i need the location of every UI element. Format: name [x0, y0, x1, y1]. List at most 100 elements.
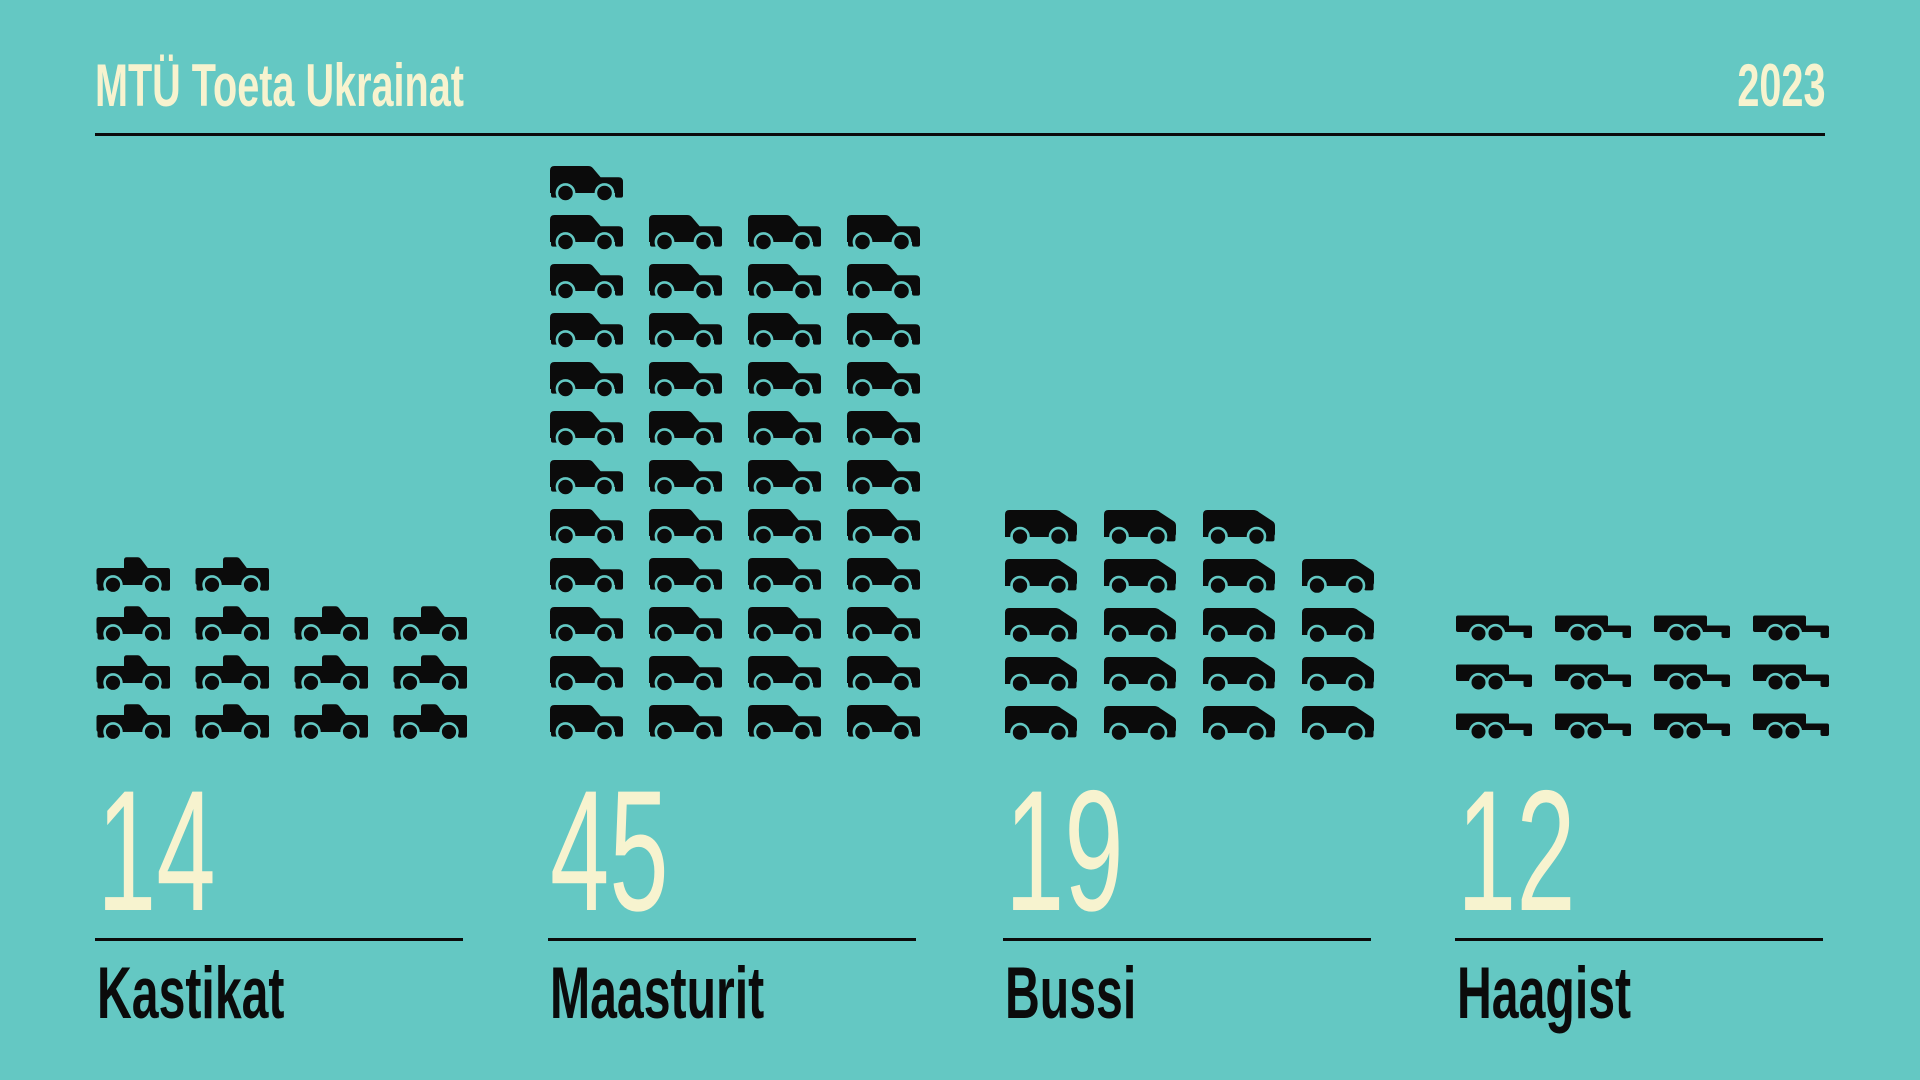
van-icon	[1201, 555, 1279, 595]
category-label: Haagist	[1457, 957, 1721, 1030]
suv-icon	[647, 261, 725, 301]
pictogram-row	[548, 693, 923, 742]
van-icon	[1003, 555, 1081, 595]
suv-icon	[845, 212, 923, 252]
pictogram-row	[548, 497, 923, 546]
pickup-truck-icon	[194, 604, 272, 644]
van-icon	[1003, 702, 1081, 742]
pickup-truck-icon	[293, 604, 371, 644]
pictogram-row	[1003, 693, 1378, 742]
suv-icon	[548, 261, 626, 301]
pictogram-row	[548, 252, 923, 301]
suv-icon	[746, 408, 824, 448]
suv-icon	[845, 604, 923, 644]
pictogram-row	[548, 203, 923, 252]
suv-icon	[845, 359, 923, 399]
suv-icon	[647, 457, 725, 497]
suv-icon	[845, 408, 923, 448]
suv-icon	[746, 261, 824, 301]
trailer-icon	[1752, 712, 1830, 742]
suv-icon	[548, 702, 626, 742]
suv-icon	[845, 457, 923, 497]
suv-icon	[548, 163, 626, 203]
suv-icon	[548, 555, 626, 595]
category-column-maasturit: 45 Maasturit	[548, 0, 920, 1080]
trailer-icon	[1455, 712, 1533, 742]
suv-icon	[647, 310, 725, 350]
pictogram-row	[548, 448, 923, 497]
category-count-text: 45	[550, 755, 669, 947]
suv-icon	[845, 506, 923, 546]
trailer-icon	[1554, 712, 1632, 742]
van-icon	[1300, 702, 1378, 742]
trailer-icon	[1455, 614, 1533, 644]
van-icon	[1300, 555, 1378, 595]
category-label: Bussi	[1005, 957, 1204, 1030]
suv-icon	[548, 212, 626, 252]
trailer-icon	[1554, 663, 1632, 693]
suv-icon	[647, 702, 725, 742]
pickup-truck-icon	[95, 555, 173, 595]
pickup-truck-icon	[95, 702, 173, 742]
pictogram-row	[548, 154, 626, 203]
suv-icon	[845, 555, 923, 595]
suv-icon	[746, 310, 824, 350]
suv-icon	[746, 604, 824, 644]
van-icon	[1003, 506, 1081, 546]
suv-icon	[746, 506, 824, 546]
suv-icon	[845, 261, 923, 301]
pictogram-row	[1455, 644, 1830, 693]
category-label-text: Kastikat	[97, 953, 285, 1034]
category-underline	[548, 938, 916, 941]
category-label-text: Bussi	[1005, 953, 1137, 1034]
pictogram-row	[548, 546, 923, 595]
suv-icon	[548, 310, 626, 350]
suv-icon	[548, 506, 626, 546]
suv-icon	[548, 457, 626, 497]
van-icon	[1102, 702, 1180, 742]
pictogram-row	[95, 644, 470, 693]
suv-icon	[746, 702, 824, 742]
van-icon	[1201, 506, 1279, 546]
category-label-text: Haagist	[1457, 953, 1632, 1034]
suv-icon	[746, 457, 824, 497]
trailer-icon	[1653, 614, 1731, 644]
pictogram-row	[1455, 693, 1830, 742]
suv-icon	[845, 310, 923, 350]
pictogram-row	[95, 693, 470, 742]
van-icon	[1003, 604, 1081, 644]
pictogram-row	[1455, 595, 1830, 644]
category-count-text: 12	[1457, 755, 1576, 947]
page-title: MTÜ Toeta Ukrainat	[95, 56, 654, 116]
pictogram-row	[1003, 546, 1378, 595]
category-label: Kastikat	[97, 957, 381, 1030]
trailer-icon	[1752, 663, 1830, 693]
category-underline	[1455, 938, 1823, 941]
trailer-icon	[1653, 663, 1731, 693]
category-column-haagist: 12 Haagist	[1455, 0, 1827, 1080]
pickup-truck-icon	[392, 604, 470, 644]
van-icon	[1300, 604, 1378, 644]
suv-icon	[647, 212, 725, 252]
year-badge: 2023	[1692, 56, 1825, 116]
pictogram-row	[95, 546, 272, 595]
suv-icon	[647, 506, 725, 546]
pickup-truck-icon	[95, 653, 173, 693]
van-icon	[1102, 604, 1180, 644]
pickup-truck-icon	[194, 555, 272, 595]
suv-icon	[647, 359, 725, 399]
pictogram-row	[548, 350, 923, 399]
pickup-truck-icon	[293, 702, 371, 742]
category-count: 19	[1005, 765, 1196, 937]
pictogram-grid	[1003, 497, 1378, 742]
category-underline	[95, 938, 463, 941]
pictogram-row	[548, 595, 923, 644]
pickup-truck-icon	[95, 604, 173, 644]
pictogram-grid	[1455, 595, 1830, 742]
van-icon	[1102, 653, 1180, 693]
van-icon	[1003, 653, 1081, 693]
category-label: Maasturit	[550, 957, 875, 1030]
pictogram-grid	[95, 546, 470, 742]
page-title-text: MTÜ Toeta Ukrainat	[95, 52, 464, 119]
